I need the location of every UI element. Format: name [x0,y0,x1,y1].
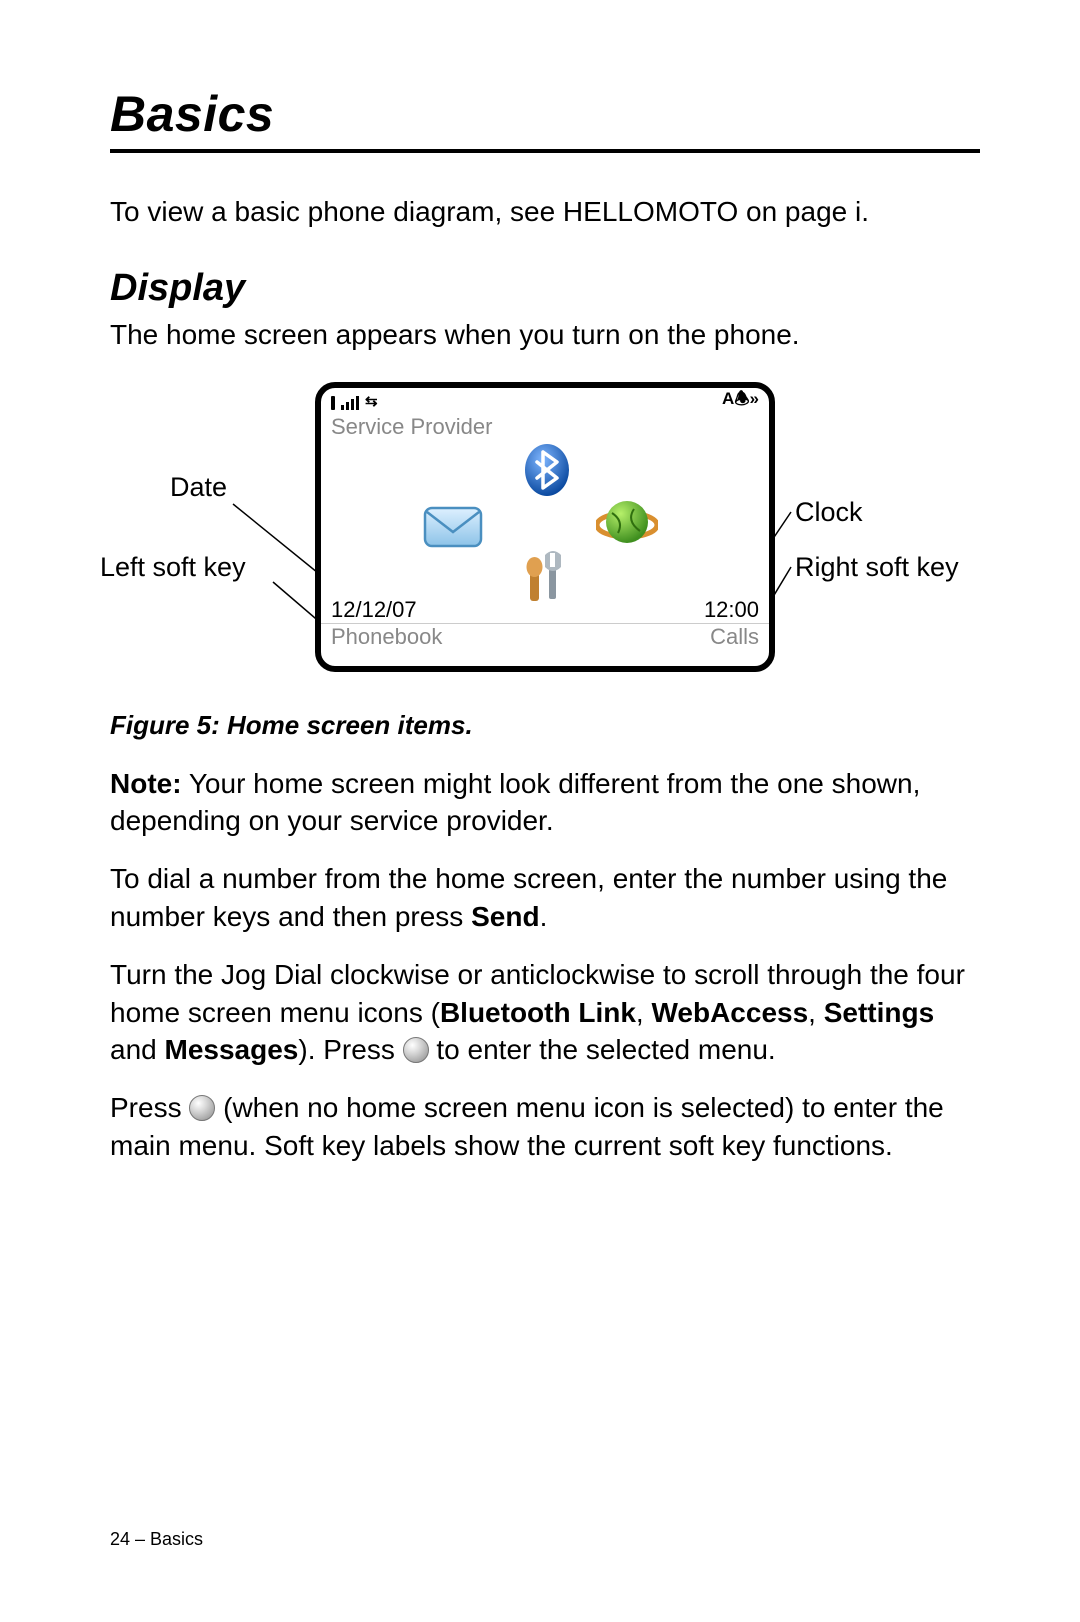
page-footer: 24 – Basics [110,1529,203,1550]
jog-and: and [110,1034,165,1065]
figure-caption: Figure 5: Home screen items. [110,710,980,741]
jog-sep1: , [636,997,652,1028]
dial-bold-send: Send [471,901,539,932]
home-icon-grid [321,442,769,597]
para-dial: To dial a number from the home screen, e… [110,860,980,936]
jog-b3: Settings [824,997,934,1028]
para-note: Note: Your home screen might look differ… [110,765,980,841]
messages-icon [421,502,485,550]
signal-bars-icon [341,396,359,410]
callout-right-soft-key: Right soft key [795,552,959,583]
sound-icon: » [750,389,759,408]
section-desc: The home screen appears when you turn on… [110,316,980,354]
bluetooth-icon [521,442,573,498]
jog-b1: Bluetooth Link [440,997,636,1028]
home-time: 12:00 [704,597,759,623]
press-pre: Press [110,1092,189,1123]
callout-date: Date [170,472,227,503]
callout-left-soft-key: Left soft key [100,552,246,583]
service-provider-label: Service Provider [321,414,769,442]
phone-home-screen: ⇆ A🕭» Service Provider [315,382,775,672]
jog-sep2: , [808,997,824,1028]
status-bar: ⇆ A🕭» [321,388,769,414]
section-title: Display [110,267,980,310]
para-press: Press (when no home screen menu icon is … [110,1089,980,1165]
jog-b2: WebAccess [651,997,808,1028]
status-right-icons: A🕭» [722,386,759,415]
gprs-icon: ⇆ [365,392,378,410]
para-jogdial: Turn the Jog Dial clockwise or anticlock… [110,956,980,1069]
antenna-icon [331,396,335,410]
jog-post2: to enter the selected menu. [429,1034,776,1065]
softkey-row: Phonebook Calls [321,624,769,650]
jog-button-icon [403,1037,429,1063]
note-label: Note: [110,768,182,799]
status-left-icons: ⇆ [331,392,378,410]
home-date: 12/12/07 [331,597,417,623]
ring-icon: 🕭 [734,389,749,408]
text-mode-icon: A [722,389,734,408]
callout-clock: Clock [795,497,863,528]
intro-text: To view a basic phone diagram, see HELLO… [110,193,980,231]
settings-icon [519,547,573,605]
webaccess-icon [596,497,658,551]
jog-post1: ). Press [298,1034,402,1065]
dial-post: . [540,901,548,932]
right-softkey-label: Calls [710,624,759,650]
press-post: (when no home screen menu icon is select… [110,1092,944,1161]
manual-page: Basics To view a basic phone diagram, se… [0,0,1080,1622]
left-softkey-label: Phonebook [331,624,442,650]
jog-button-icon [189,1095,215,1121]
figure-home-screen: Date Left soft key Clock Right soft key … [115,382,975,692]
note-text: Your home screen might look different fr… [110,768,920,837]
chapter-title: Basics [110,85,980,153]
jog-b4: Messages [165,1034,299,1065]
